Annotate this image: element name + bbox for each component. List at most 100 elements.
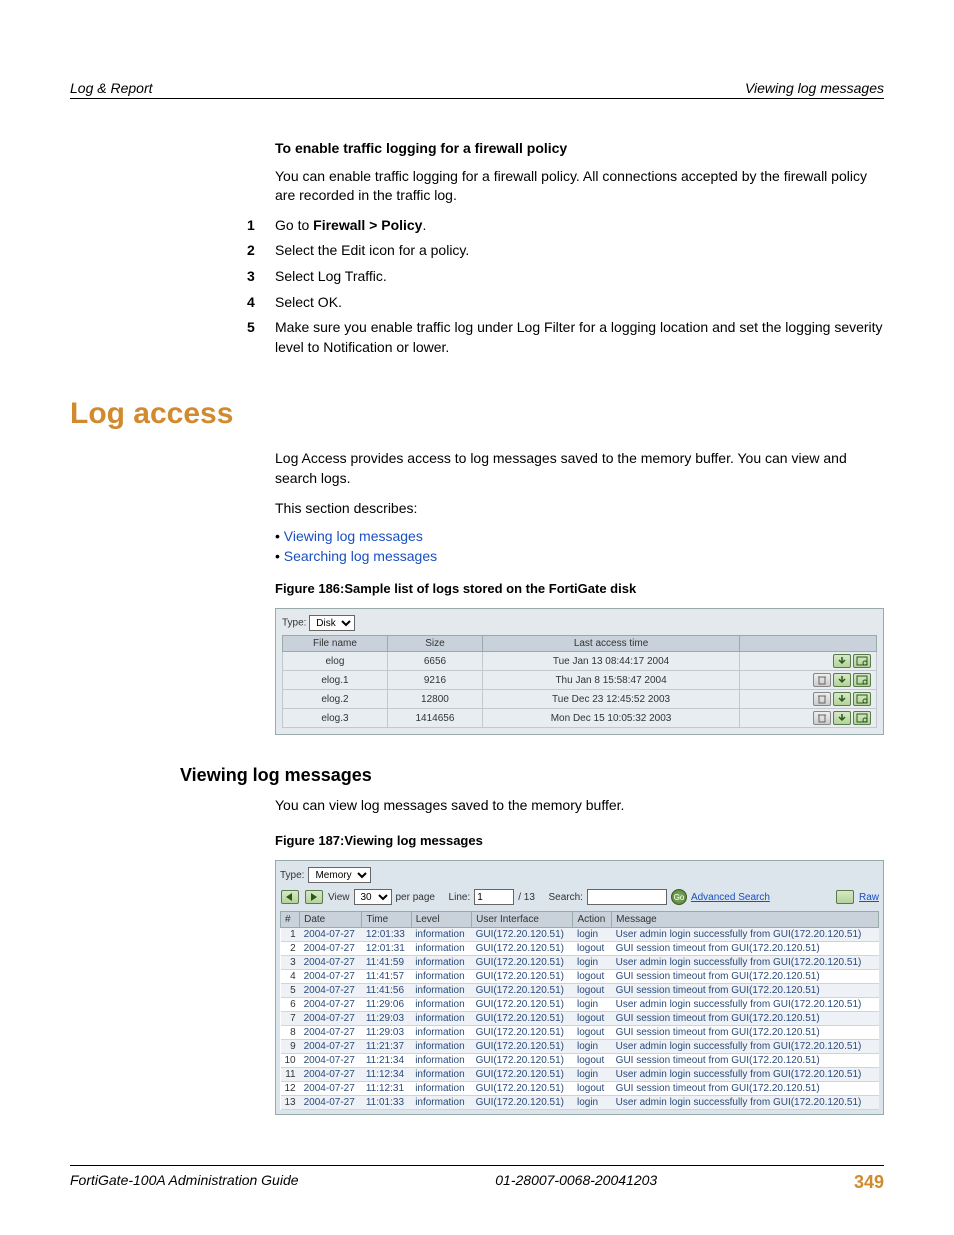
link-viewing[interactable]: Viewing log messages: [284, 528, 423, 544]
view-icon[interactable]: [853, 692, 871, 706]
fig187-cell: 9: [281, 1040, 300, 1054]
prev-page-icon[interactable]: [281, 890, 299, 904]
fig186-type-select[interactable]: Disk: [309, 615, 355, 631]
fig186-type-label: Type:: [282, 618, 306, 629]
download-icon[interactable]: [833, 692, 851, 706]
search-input[interactable]: [587, 889, 667, 905]
fig187-cell: logout: [573, 1026, 612, 1040]
fig187-cell: 2004-07-27: [300, 970, 362, 984]
fig187-cell: 2004-07-27: [300, 1012, 362, 1026]
fig187-cell: information: [411, 1026, 471, 1040]
fig187-cell: logout: [573, 970, 612, 984]
step-number: 1: [247, 216, 275, 236]
step-number: 4: [247, 293, 275, 313]
link-searching[interactable]: Searching log messages: [284, 548, 437, 564]
fig187-cell: information: [411, 1068, 471, 1082]
fig187-cell: GUI session timeout from GUI(172.20.120.…: [612, 970, 879, 984]
fig187-cell: 2004-07-27: [300, 984, 362, 998]
fig187-cell: 6: [281, 998, 300, 1012]
fig187-cell: 7: [281, 1012, 300, 1026]
fig186-row: elog.212800Tue Dec 23 12:45:52 2003: [283, 690, 877, 709]
fig187-cell: information: [411, 1054, 471, 1068]
view-icon[interactable]: [853, 673, 871, 687]
fig187-cell: 2004-07-27: [300, 1026, 362, 1040]
download-icon[interactable]: [833, 673, 851, 687]
fig186-cell: Tue Dec 23 12:45:52 2003: [482, 690, 739, 709]
fig186-actions: [740, 690, 877, 709]
trash-icon[interactable]: [813, 711, 831, 725]
fig187-cell: User admin login successfully from GUI(1…: [612, 1040, 879, 1054]
fig187-cell: 11:29:03: [362, 1026, 411, 1040]
view-icon[interactable]: [853, 711, 871, 725]
section-title-log-access: Log access: [70, 397, 884, 431]
view-label: View: [328, 892, 350, 903]
fig187-cell: 3: [281, 956, 300, 970]
fig187-cell: 11:41:56: [362, 984, 411, 998]
format-icon[interactable]: [836, 890, 854, 904]
raw-link[interactable]: Raw: [859, 892, 879, 903]
fig187-cell: 1: [281, 928, 300, 942]
fig186-cell: Thu Jan 8 15:58:47 2004: [482, 671, 739, 690]
download-icon[interactable]: [833, 654, 851, 668]
fig187-cell: login: [573, 1040, 612, 1054]
fig187-col: User Interface: [472, 912, 573, 928]
step-item: 2Select the Edit icon for a policy.: [275, 241, 884, 261]
fig187-col: Message: [612, 912, 879, 928]
fig187-cell: 12:01:31: [362, 942, 411, 956]
step-item: 5Make sure you enable traffic log under …: [275, 318, 884, 357]
fig187-cell: User admin login successfully from GUI(1…: [612, 956, 879, 970]
view-select[interactable]: 30: [354, 889, 392, 905]
fig186-actions: [740, 709, 877, 728]
advanced-search-link[interactable]: Advanced Search: [691, 892, 770, 903]
footer-center: 01-28007-0068-20041203: [495, 1172, 657, 1193]
fig187-cell: GUI(172.20.120.51): [472, 1012, 573, 1026]
next-page-icon[interactable]: [305, 890, 323, 904]
per-page-label: per page: [396, 892, 435, 903]
fig186-cell: 1414656: [387, 709, 482, 728]
fig187-type-row: Type: Memory: [280, 867, 879, 883]
fig187-cell: 11:21:37: [362, 1040, 411, 1054]
line-input[interactable]: [474, 889, 514, 905]
fig187-row: 132004-07-2711:01:33informationGUI(172.2…: [281, 1096, 879, 1110]
fig187-cell: GUI(172.20.120.51): [472, 1082, 573, 1096]
fig186-cell: elog.1: [283, 671, 388, 690]
step-number: 2: [247, 241, 275, 261]
fig187-row: 92004-07-2711:21:37informationGUI(172.20…: [281, 1040, 879, 1054]
fig187-cell: login: [573, 1068, 612, 1082]
fig187-cell: logout: [573, 1012, 612, 1026]
fig187-cell: 2004-07-27: [300, 998, 362, 1012]
fig187-cell: GUI session timeout from GUI(172.20.120.…: [612, 984, 879, 998]
trash-icon[interactable]: [813, 673, 831, 687]
log-access-p1: Log Access provides access to log messag…: [275, 449, 884, 488]
fig187-cell: GUI session timeout from GUI(172.20.120.…: [612, 1026, 879, 1040]
fig187-cell: GUI(172.20.120.51): [472, 1026, 573, 1040]
go-button[interactable]: Go: [671, 889, 687, 905]
trash-icon[interactable]: [813, 692, 831, 706]
fig187-cell: 11:41:59: [362, 956, 411, 970]
fig187-cell: login: [573, 928, 612, 942]
viewing-desc: You can view log messages saved to the m…: [275, 796, 884, 816]
fig187-type-select[interactable]: Memory: [308, 867, 371, 883]
fig186-col: Last access time: [482, 636, 739, 652]
download-icon[interactable]: [833, 711, 851, 725]
fig186-cell: 12800: [387, 690, 482, 709]
step-text: Select the Edit icon for a policy.: [275, 241, 884, 261]
fig187-cell: information: [411, 1082, 471, 1096]
fig187-cell: information: [411, 1096, 471, 1110]
fig187-cell: GUI(172.20.120.51): [472, 1040, 573, 1054]
fig187-row: 42004-07-2711:41:57informationGUI(172.20…: [281, 970, 879, 984]
fig187-row: 32004-07-2711:41:59informationGUI(172.20…: [281, 956, 879, 970]
fig187-panel: Type: Memory View 30 per page Line: / 13…: [275, 860, 884, 1115]
fig186-panel: Type: Disk File nameSizeLast access time…: [275, 608, 884, 735]
fig186-caption: Figure 186:Sample list of logs stored on…: [275, 580, 884, 598]
step-number: 3: [247, 267, 275, 287]
fig187-cell: GUI session timeout from GUI(172.20.120.…: [612, 1054, 879, 1068]
fig187-row: 72004-07-2711:29:03informationGUI(172.20…: [281, 1012, 879, 1026]
fig187-cell: GUI session timeout from GUI(172.20.120.…: [612, 1082, 879, 1096]
log-access-links: Viewing log messages Searching log messa…: [275, 528, 884, 564]
view-icon[interactable]: [853, 654, 871, 668]
fig186-actions: [740, 671, 877, 690]
fig187-cell: logout: [573, 1054, 612, 1068]
fig187-cell: 11:21:34: [362, 1054, 411, 1068]
fig186-cell: elog.3: [283, 709, 388, 728]
